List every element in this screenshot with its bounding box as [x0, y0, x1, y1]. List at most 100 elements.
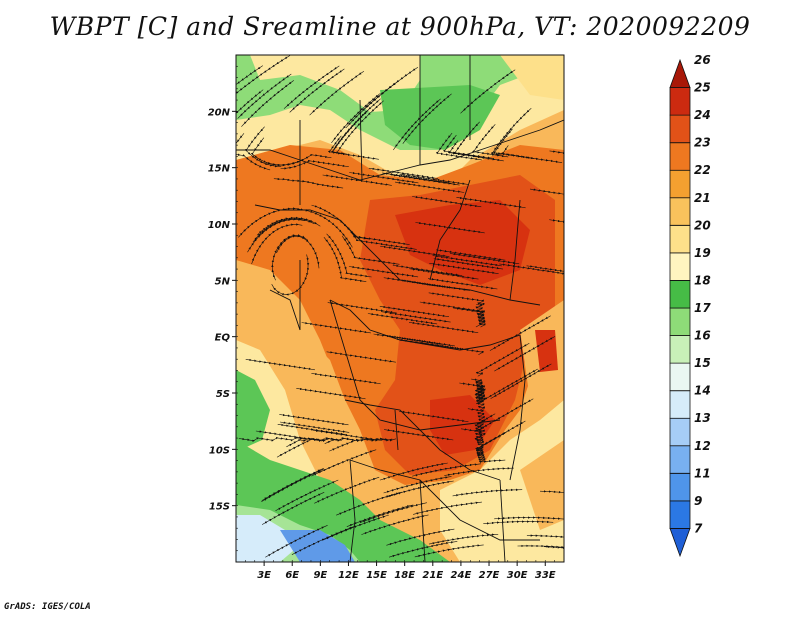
streamline [349, 171, 419, 184]
colorbar-label: 15 [694, 356, 711, 370]
colorbar-swatch [669, 114, 691, 144]
streamline [393, 98, 441, 151]
colorbar-label: 12 [694, 439, 711, 453]
streamline [452, 488, 523, 497]
streamline [460, 69, 516, 114]
lon-tick-label: 27E [479, 570, 500, 581]
lat-tick-label: 15N [208, 164, 231, 175]
lon-tick-label: 3E [257, 570, 271, 581]
colorbar-label: 16 [694, 329, 711, 343]
lon-tick-label: 12E [338, 570, 359, 581]
colorbar-label: 22 [694, 163, 711, 177]
lon-tick-label: 24E [451, 570, 472, 581]
colorbar-label: 20 [694, 218, 711, 232]
colorbar-swatch [669, 252, 691, 281]
streamline [428, 533, 499, 545]
streamline [296, 387, 366, 400]
streamline [494, 516, 564, 520]
streamline [384, 428, 454, 441]
map-frame [235, 54, 565, 563]
colorbar-swatch [669, 87, 691, 116]
colorbar-swatch [669, 500, 691, 529]
lat-tick-label: 5N [215, 276, 231, 287]
lat-tick-label: 10N [208, 220, 231, 231]
streamline [301, 321, 371, 334]
colorbar-label: 24 [694, 108, 711, 122]
streamline [499, 263, 564, 275]
streamline [309, 70, 365, 116]
colorbar-swatch [669, 390, 691, 419]
streamline [383, 476, 452, 494]
streamline [418, 341, 484, 355]
streamline [428, 292, 485, 307]
streamline [517, 544, 564, 551]
lon-tick-label: 33E [535, 570, 556, 581]
grads-credit: GrADS: IGES/COLA [4, 602, 91, 612]
streamline [549, 219, 564, 231]
colorbar-label: 14 [694, 384, 711, 398]
colorbar-label: 25 [694, 81, 711, 95]
colorbar-swatch [669, 58, 691, 88]
colorbar-swatch [669, 362, 691, 392]
wbpt-field [236, 55, 564, 562]
streamline [276, 234, 320, 269]
streamline [399, 410, 469, 423]
streamline [279, 413, 349, 426]
streamline [447, 140, 504, 162]
streamline [245, 358, 315, 371]
colorbar-swatch [669, 335, 691, 364]
streamline [490, 107, 532, 156]
streamline [311, 372, 381, 385]
streamline [475, 342, 530, 377]
lat-tick-label: 15S [209, 502, 230, 513]
streamline [475, 431, 508, 457]
colorbar-label: 13 [694, 411, 711, 425]
country-borders [236, 55, 564, 562]
colorbar-label: 17 [694, 301, 711, 315]
streamline [436, 249, 506, 261]
lon-tick-label: 15E [366, 570, 387, 581]
colorbar-label: 7 [694, 521, 703, 535]
lon-tick-label: 30E [507, 570, 528, 581]
lat-tick-label: 20N [208, 107, 231, 118]
streamline [539, 490, 564, 499]
streamline [409, 268, 479, 280]
colorbar: 7 9 11 12 13 14 15 16 17 18 19 20 21 22 23 24 25 26 [669, 53, 711, 558]
streamline [327, 135, 379, 160]
colorbar-label: 18 [694, 273, 711, 287]
streamline [273, 177, 344, 189]
streamline [394, 181, 465, 193]
colorbar-swatch [669, 142, 691, 171]
streamline [326, 233, 372, 278]
streamline [236, 55, 291, 94]
streamline [265, 525, 328, 558]
streamline [412, 463, 482, 477]
streamline [238, 207, 300, 238]
streamline [236, 89, 264, 136]
lon-tick-label: 6E [285, 570, 299, 581]
streamline [529, 188, 564, 200]
lat-tick-label: 5S [216, 389, 230, 400]
streamlines [236, 55, 564, 558]
colorbar-swatch [669, 224, 691, 254]
lat-tick-label: EQ [215, 333, 231, 344]
lat-tick-label: 10S [209, 445, 230, 456]
streamline [549, 150, 564, 162]
colorbar-label: 19 [694, 246, 711, 260]
streamline [412, 195, 482, 208]
lon-tick-label: 9E [313, 570, 327, 581]
streamline [483, 520, 554, 525]
colorbar-label: 9 [694, 494, 702, 508]
streamline [359, 502, 427, 523]
streamline [275, 479, 339, 512]
longitude-axis: 3E 6E 9E 12E 15E 18E 21E 24E 27E 30E 33E [245, 560, 556, 581]
streamline [333, 98, 381, 151]
streamline [444, 467, 514, 477]
streamline [526, 534, 564, 542]
streamline [247, 218, 305, 253]
colorbar-label: 11 [694, 466, 711, 480]
streamline [255, 430, 325, 442]
streamline [326, 351, 396, 363]
colorbar-label: 26 [694, 53, 711, 67]
colorbar-swatch [669, 197, 691, 226]
